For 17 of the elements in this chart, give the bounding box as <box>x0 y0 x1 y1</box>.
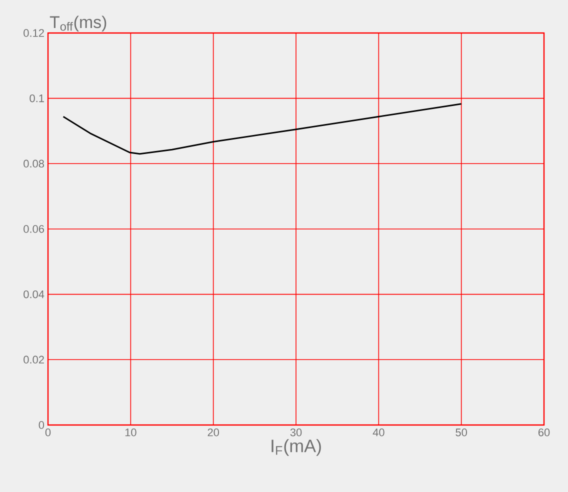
y-tick-label: 0.08 <box>24 160 44 168</box>
x-tick-label: 20 <box>208 428 219 436</box>
y-tick-label: 0 <box>38 421 44 429</box>
x-tick-label: 40 <box>372 428 384 436</box>
x-tick-label: 10 <box>125 428 136 436</box>
x-tick-label: 60 <box>538 428 550 436</box>
y-tick-label: 0.06 <box>24 225 44 233</box>
y-axis-title: T$_{off}$(ms) <box>50 16 106 32</box>
y-tick-label: 0.1 <box>30 94 44 102</box>
y-tick-label: 0.12 <box>24 29 44 37</box>
x-tick-label: 50 <box>456 428 467 436</box>
x-tick-label: 0 <box>45 428 51 436</box>
y-tick-label: 0.02 <box>24 356 44 364</box>
x-tick-label: 30 <box>290 428 302 436</box>
line-series <box>62 103 462 155</box>
x-axis-title: I$_{F}$(mA) <box>272 439 321 456</box>
y-tick-label: 0.04 <box>24 290 44 298</box>
